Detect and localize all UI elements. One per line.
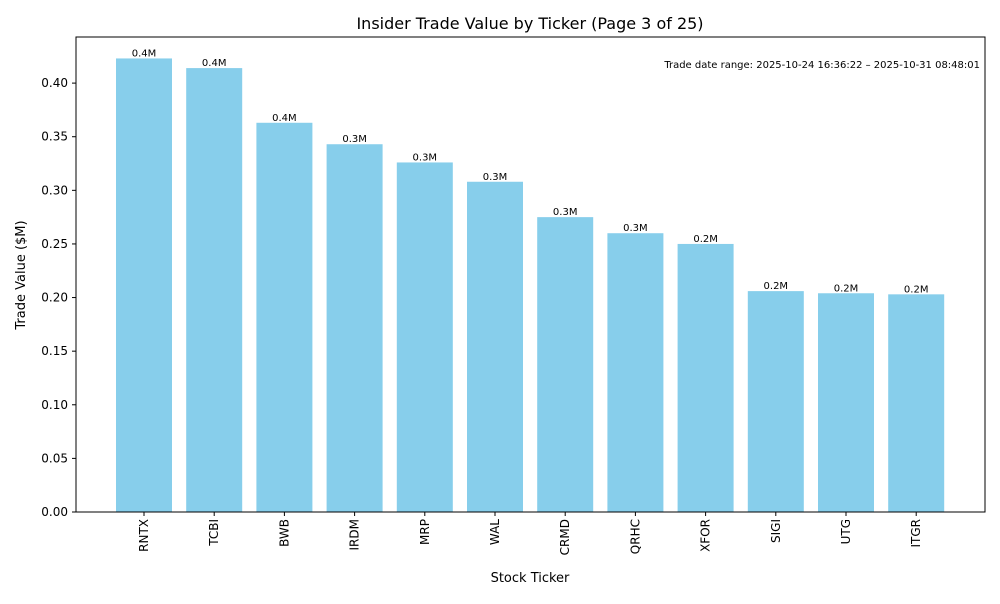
y-tick-label: 0.25 [41,237,68,251]
bar-mrp [396,162,453,512]
x-tick-label-mrp: MRP [418,519,432,545]
data-label-sigi: 0.2M [764,281,789,292]
x-tick-label-bwb: BWB [277,519,291,547]
data-label-irdm: 0.3M [342,134,367,145]
bar-sigi [747,291,804,512]
data-label-crmd: 0.3M [553,207,578,218]
x-tick-label-rntx: RNTX [137,519,151,552]
bar-irdm [326,144,383,512]
bar-itgr [888,294,945,512]
data-label-mrp: 0.3M [413,152,438,163]
bar-wal [467,181,523,512]
y-tick-label: 0.40 [41,76,68,90]
y-tick-label: 0.00 [41,505,68,519]
data-label-bwb: 0.4M [272,113,297,124]
y-tick-label: 0.20 [41,291,68,305]
data-label-rntx: 0.4M [132,48,157,59]
x-tick-label-irdm: IRDM [348,519,362,550]
bar-crmd [537,217,594,512]
x-tick-label-qrhc: QRHC [628,519,642,554]
y-tick-label: 0.30 [41,183,68,197]
data-label-qrhc: 0.3M [623,223,648,234]
x-tick-label-tcbi: TCBI [207,519,221,547]
chart-title: Insider Trade Value by Ticker (Page 3 of… [356,14,703,33]
y-tick-label: 0.15 [41,344,68,358]
bar-rntx [116,58,172,512]
x-tick-label-utg: UTG [839,519,853,544]
x-tick-label-xfor: XFOR [699,519,713,552]
data-label-tcbi: 0.4M [202,58,227,69]
data-label-utg: 0.2M [834,283,859,294]
plot-frame [75,36,986,513]
y-axis-label: Trade Value ($M) [14,220,29,330]
x-tick-label-sigi: SIGI [769,519,783,543]
bar-qrhc [607,233,664,512]
bar-tcbi [186,68,243,512]
data-label-xfor: 0.2M [693,234,718,245]
y-tick-label: 0.10 [41,398,68,412]
x-tick-label-wal: WAL [488,519,502,545]
y-tick-label: 0.35 [41,130,68,144]
bar-xfor [677,243,734,512]
x-tick-label-itgr: ITGR [909,519,923,548]
x-axis-label: Stock Ticker [491,571,570,586]
bar-bwb [256,122,313,512]
y-tick-label: 0.05 [41,451,68,465]
bar-utg [818,293,874,512]
data-label-wal: 0.3M [483,172,508,183]
date-range-annotation: Trade date range: 2025-10-24 16:36:22 – … [663,60,980,71]
data-label-itgr: 0.2M [904,284,929,295]
x-tick-label-crmd: CRMD [558,519,572,555]
